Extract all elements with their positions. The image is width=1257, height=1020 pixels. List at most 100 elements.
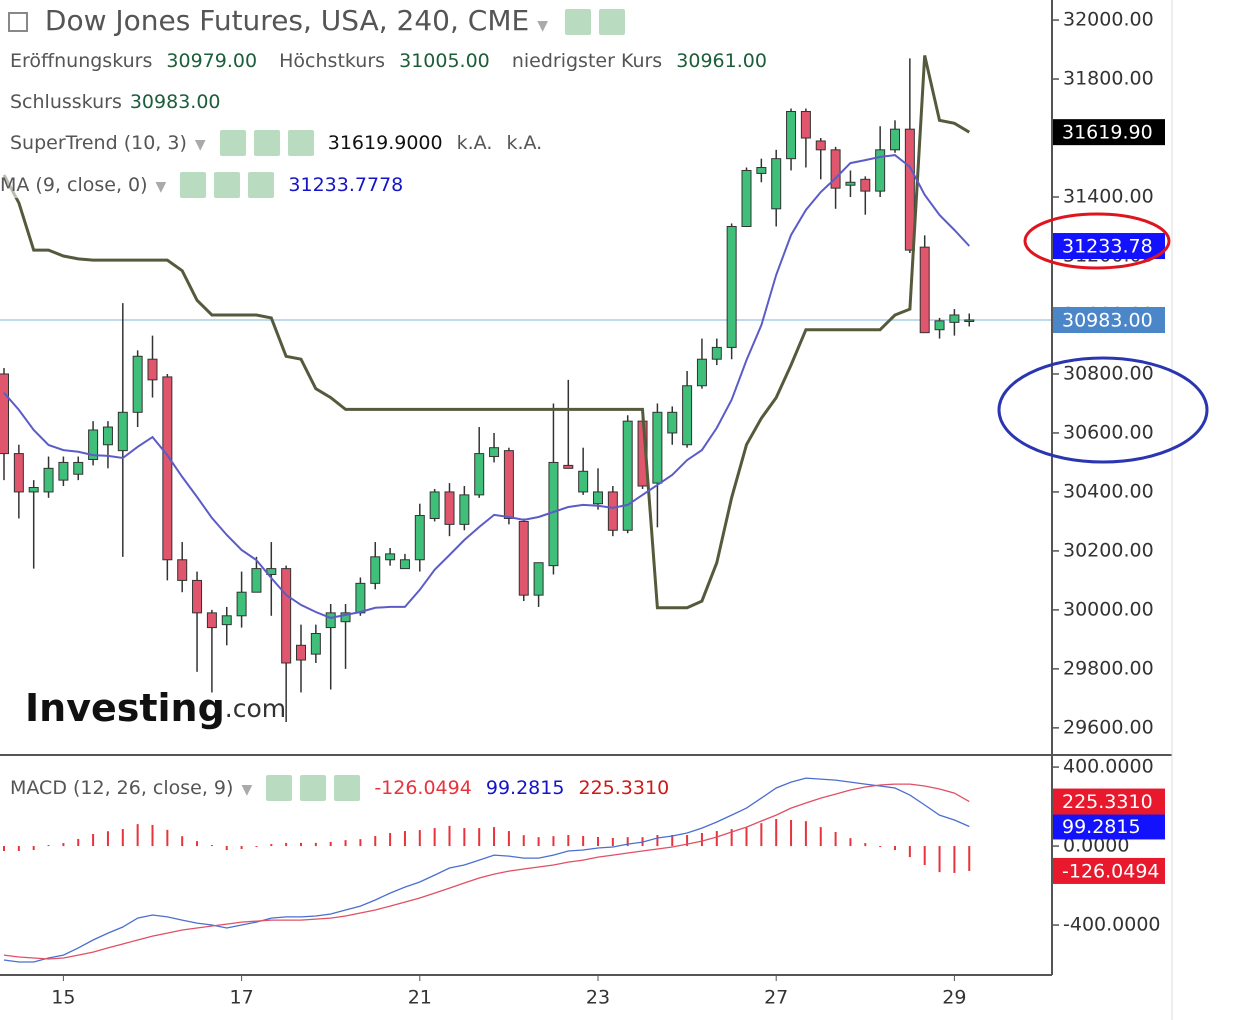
gear-icon[interactable]	[214, 172, 241, 198]
candle-body	[741, 169, 752, 227]
histogram-bar	[849, 838, 852, 847]
eye-icon[interactable]	[219, 130, 246, 156]
histogram-bar	[493, 827, 496, 847]
eye-icon[interactable]	[180, 172, 207, 198]
candle-body	[58, 461, 69, 481]
legend-value: -126.0494	[374, 776, 472, 799]
histogram-bar	[329, 841, 332, 847]
candle-body	[696, 358, 707, 387]
price-tag-label: 99.2815	[1062, 816, 1141, 838]
gear-icon[interactable]	[300, 775, 327, 801]
line	[2, 55, 971, 610]
x-tick-label: 23	[586, 987, 610, 1009]
legend-value: 31619.9000	[327, 131, 443, 154]
candle-body	[815, 140, 826, 151]
candle-body	[429, 491, 440, 519]
histogram-bar	[953, 846, 956, 873]
histogram-bar	[804, 821, 807, 847]
low-value: 30961.00	[676, 50, 767, 72]
red-circle-annotation	[1023, 212, 1171, 270]
eye-icon[interactable]	[266, 775, 293, 801]
candle-body	[964, 319, 975, 322]
candle-body	[904, 128, 915, 251]
price-tag	[1053, 119, 1165, 146]
macd-title: MACD (12, 26, close, 9)	[10, 776, 234, 799]
histogram-bar	[908, 846, 911, 858]
candle-body	[652, 411, 663, 484]
histogram-bar	[745, 827, 748, 847]
candle-body	[607, 491, 618, 531]
close-icon[interactable]	[287, 130, 314, 156]
title-row: Dow Jones Futures, USA, 240, CME ▼	[8, 4, 633, 37]
line	[3, 154, 971, 619]
y-tick-label: 29800.00	[1063, 657, 1154, 679]
candle-body	[0, 373, 9, 455]
histogram-bar	[834, 832, 837, 847]
x-tick-label: 15	[51, 987, 75, 1009]
eye-icon[interactable]	[564, 9, 591, 35]
gear-icon[interactable]	[598, 9, 625, 35]
y-tick-label: 32000.00	[1063, 9, 1154, 31]
price-tag	[1053, 306, 1165, 333]
histogram-bar	[196, 841, 199, 847]
dropdown[interactable]: ▼	[241, 781, 253, 798]
close-label: Schlusskurs	[10, 91, 122, 113]
histogram-bar	[92, 834, 95, 847]
candle-body	[726, 226, 737, 348]
candle-body	[503, 450, 514, 519]
histogram-bar	[433, 828, 436, 847]
dropdown[interactable]: ▼	[155, 178, 167, 195]
candle-body	[459, 494, 470, 525]
histogram-bar	[819, 827, 822, 847]
candle-body	[414, 515, 425, 561]
histogram-bar	[255, 846, 258, 848]
histogram-bar	[537, 837, 540, 847]
histogram-bar	[240, 846, 243, 850]
histogram-bar	[700, 833, 703, 847]
gear-icon[interactable]	[253, 130, 280, 156]
candle-body	[489, 447, 500, 458]
y-tick-label: 31400.00	[1063, 186, 1154, 208]
candle-body	[919, 246, 930, 334]
histogram-bar	[389, 833, 392, 847]
histogram-bar	[923, 846, 926, 866]
histogram-bar	[611, 837, 614, 847]
close-icon[interactable]	[248, 172, 275, 198]
x-tick-label: 27	[764, 987, 788, 1009]
histogram-bar	[300, 842, 302, 847]
histogram-bar	[3, 846, 5, 851]
legend-value: 99.2815	[485, 776, 565, 799]
candle-body	[162, 376, 173, 561]
line	[3, 783, 970, 960]
histogram-bar	[968, 846, 971, 871]
candle-body	[667, 411, 678, 434]
dropdown[interactable]: ▼	[537, 18, 548, 34]
price-tag	[1053, 857, 1165, 884]
candle-body	[102, 426, 113, 446]
y-tick-label: 29600.00	[1063, 716, 1154, 738]
histogram-bar	[285, 842, 288, 847]
histogram-bar	[181, 836, 184, 847]
y-tick-label: 400.0000	[1063, 756, 1154, 778]
dropdown[interactable]: ▼	[194, 136, 206, 153]
candle-body	[236, 591, 247, 617]
histogram-bar	[463, 828, 466, 847]
histogram-bar	[166, 829, 169, 847]
macd-row: MACD (12, 26, close, 9) ▼ -126.0494 99.28…	[10, 775, 678, 801]
candle-body	[355, 582, 366, 614]
collapse-toggle[interactable]	[8, 12, 28, 32]
candle-body	[711, 346, 722, 360]
histogram-bar	[686, 834, 689, 847]
close-icon[interactable]	[334, 775, 361, 801]
histogram-bar	[270, 844, 273, 847]
histogram-bar	[210, 845, 213, 847]
candle-body	[370, 556, 381, 584]
supertrend-row: SuperTrend (10, 3) ▼ 31619.9000 k.A. k.A.	[10, 130, 551, 156]
candle-body	[340, 612, 351, 623]
candle-body	[860, 178, 871, 192]
histogram-bar	[47, 845, 50, 847]
price-tag	[1053, 788, 1165, 815]
open-label: Eröffnungskurs	[10, 50, 153, 72]
candle-body	[578, 470, 589, 493]
